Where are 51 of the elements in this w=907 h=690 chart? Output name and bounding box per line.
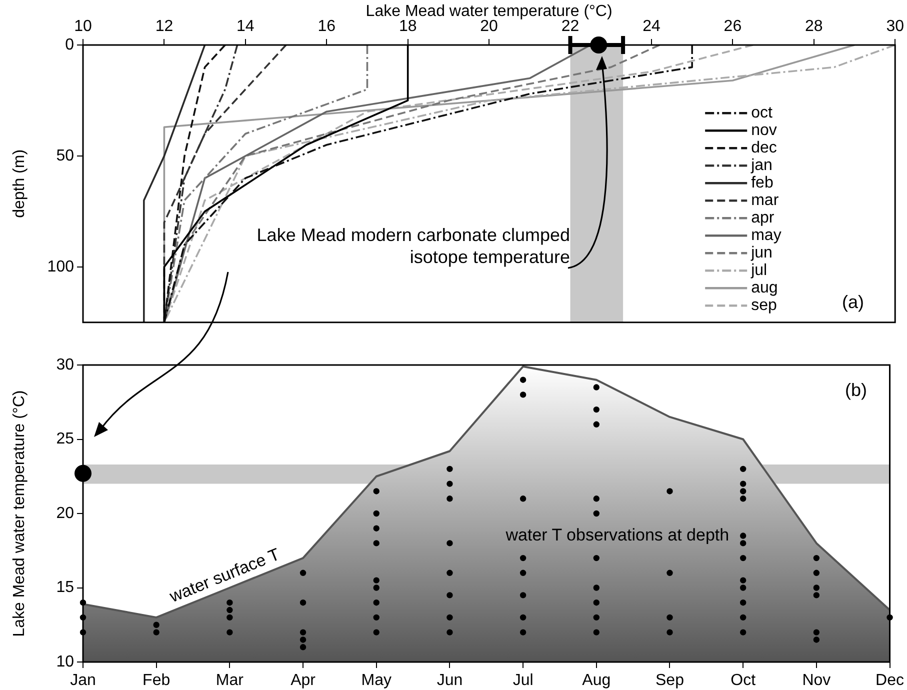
x-tick-label: Jan <box>70 672 96 690</box>
y-axis-title: depth (m) <box>11 149 28 218</box>
x-tick-label: Feb <box>142 672 170 690</box>
y-tick-label: 0 <box>65 36 74 54</box>
legend-label: jul <box>750 262 768 280</box>
x-tick-label: 10 <box>74 18 92 35</box>
text: water surface T <box>166 544 282 607</box>
x-tick-label: Jul <box>512 672 534 690</box>
x-tick-label: 26 <box>724 18 742 35</box>
y-tick-label: 50 <box>56 147 74 164</box>
legend-label: jan <box>750 157 772 174</box>
legend-label: aug <box>751 280 778 297</box>
x-axis-title: Lake Mead water temperature (°C) <box>366 3 612 20</box>
x-tick-label: Dec <box>876 672 904 690</box>
legend-label: nov <box>751 122 777 140</box>
y-tick-label: 15 <box>56 579 74 596</box>
x-tick-label: 16 <box>318 18 336 35</box>
y-tick-label: 10 <box>56 653 74 670</box>
x-tick-label: Jun <box>436 672 463 690</box>
legend-label: sep <box>751 297 777 314</box>
legend-label: feb <box>751 174 774 192</box>
y-tick-label: 100 <box>47 258 74 276</box>
x-tick-label: Sep <box>656 672 684 690</box>
legend-label: dec <box>751 140 777 157</box>
x-tick-label: 24 <box>642 18 660 35</box>
x-tick-label: 14 <box>236 18 254 35</box>
series-label: water T observations at depth <box>504 525 730 544</box>
annotation: (b) <box>845 379 868 401</box>
x-tick-label: 22 <box>561 18 580 35</box>
x-tick-label: 12 <box>155 18 174 35</box>
x-tick-label: 18 <box>398 18 417 35</box>
x-tick-label: Aug <box>582 672 611 690</box>
x-tick-label: Oct <box>730 672 756 690</box>
y-axis-title: Lake Mead water temperature (°C) <box>11 390 28 637</box>
legend-label: jun <box>750 244 772 262</box>
y-tick-label: 30 <box>56 356 74 374</box>
legend-label: oct <box>751 104 773 122</box>
x-tick-label: Apr <box>290 672 316 690</box>
x-tick-label: 30 <box>886 18 904 35</box>
legend-label: may <box>751 227 782 244</box>
x-tick-label: May <box>361 672 392 690</box>
legend-label: apr <box>751 210 775 227</box>
x-tick-label: Nov <box>802 672 831 690</box>
x-tick-label: 20 <box>480 18 498 35</box>
y-tick-label: 20 <box>56 504 74 522</box>
annotation: Lake Mead modern carbonate clumped isotope temperature <box>256 224 570 268</box>
x-tick-label: Mar <box>216 672 244 690</box>
x-tick-label: 28 <box>804 18 823 35</box>
y-tick-label: 25 <box>56 430 74 448</box>
annotation: (a) <box>842 291 865 313</box>
legend-label: mar <box>751 192 780 210</box>
